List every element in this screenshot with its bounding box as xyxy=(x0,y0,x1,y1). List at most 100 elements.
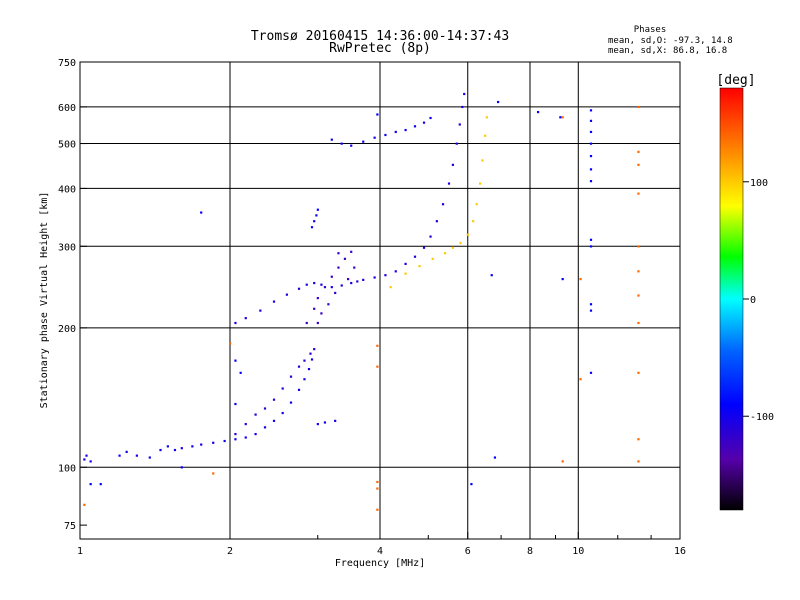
data-point xyxy=(362,278,365,281)
data-point xyxy=(429,116,432,120)
data-point xyxy=(637,321,640,325)
data-point xyxy=(297,365,301,368)
y-tick-label: 400 xyxy=(58,184,76,195)
data-point xyxy=(637,245,640,248)
data-point xyxy=(463,92,466,96)
data-point xyxy=(376,508,379,511)
data-point xyxy=(637,163,640,166)
data-point xyxy=(384,274,387,277)
y-tick-label: 200 xyxy=(58,324,76,335)
data-point xyxy=(350,144,353,147)
chart-subtitle: RwPretec (8p) xyxy=(329,41,431,56)
data-point xyxy=(589,309,593,312)
data-point xyxy=(536,110,540,114)
data-point xyxy=(589,245,593,248)
data-point xyxy=(320,312,323,315)
data-point xyxy=(472,220,475,223)
colorbar xyxy=(720,88,743,510)
data-point xyxy=(589,238,593,241)
data-point xyxy=(637,294,640,297)
data-point xyxy=(316,422,319,426)
data-point xyxy=(376,113,379,116)
data-point xyxy=(394,130,397,134)
data-point xyxy=(125,450,128,453)
colorbar-tick-label: -100 xyxy=(750,412,774,423)
data-point xyxy=(263,426,267,429)
data-point xyxy=(455,142,458,145)
data-point xyxy=(244,422,247,426)
legend-title: Phases xyxy=(634,25,667,35)
data-point xyxy=(309,352,312,355)
data-point xyxy=(404,262,407,265)
data-point xyxy=(297,287,301,290)
x-tick-label: 2 xyxy=(227,546,233,557)
colorbar-tick-label: 0 xyxy=(750,295,756,306)
data-point xyxy=(305,321,308,325)
data-point xyxy=(234,438,237,441)
data-point xyxy=(373,276,376,279)
y-axis-label: Stationary phase Virtual Height [km] xyxy=(39,192,50,409)
data-point xyxy=(589,119,593,122)
data-point xyxy=(200,211,203,214)
data-point xyxy=(337,252,340,255)
data-point xyxy=(413,255,417,258)
data-point xyxy=(353,266,356,269)
data-point xyxy=(376,480,379,484)
data-point xyxy=(561,460,564,463)
data-point xyxy=(589,109,593,112)
data-point xyxy=(263,407,267,410)
data-point xyxy=(159,448,162,452)
data-point xyxy=(637,460,640,463)
x-tick-label: 10 xyxy=(572,546,584,557)
data-point xyxy=(297,388,301,391)
data-point xyxy=(330,286,333,289)
y-tick-label: 750 xyxy=(58,58,76,69)
data-point xyxy=(334,291,337,295)
data-point xyxy=(422,121,426,124)
data-point xyxy=(289,401,293,404)
data-point xyxy=(637,371,640,374)
data-point xyxy=(307,367,311,371)
grid xyxy=(80,62,680,539)
data-point xyxy=(389,286,392,289)
data-point xyxy=(466,233,469,236)
data-point xyxy=(484,134,487,137)
x-tick-label: 4 xyxy=(377,546,383,557)
data-point xyxy=(356,280,359,283)
data-point xyxy=(340,284,343,287)
data-point xyxy=(589,142,593,145)
data-point xyxy=(340,142,343,145)
data-point xyxy=(493,456,497,459)
data-point xyxy=(470,483,473,486)
data-point xyxy=(303,359,306,362)
data-point xyxy=(496,100,500,104)
data-point xyxy=(327,303,330,306)
data-point xyxy=(254,413,257,416)
data-point xyxy=(285,293,288,296)
data-point xyxy=(316,296,319,300)
plot-area: 1 2 4 6 8 10 16 75 100 200 300 400 500 600 750 xyxy=(58,58,686,557)
data-point xyxy=(85,454,88,457)
data-point xyxy=(461,105,464,109)
data-point xyxy=(458,123,461,126)
data-point xyxy=(485,116,488,119)
data-point xyxy=(376,344,379,347)
x-tick-label: 8 xyxy=(527,546,533,557)
data-point xyxy=(429,235,432,238)
data-point xyxy=(404,128,407,132)
data-point xyxy=(234,359,237,362)
x-axis-label: Frequency [MHz] xyxy=(335,558,425,569)
data-point xyxy=(244,436,247,439)
data-point xyxy=(272,300,276,303)
y-tick-label: 75 xyxy=(64,521,76,532)
data-point xyxy=(394,270,397,273)
data-point xyxy=(229,342,232,345)
data-point xyxy=(404,272,407,275)
data-point xyxy=(589,168,593,171)
data-point xyxy=(418,265,421,268)
colorbar-label: [deg] xyxy=(716,73,755,88)
data-point xyxy=(637,438,640,441)
data-point xyxy=(323,421,327,424)
data-point xyxy=(244,317,247,320)
